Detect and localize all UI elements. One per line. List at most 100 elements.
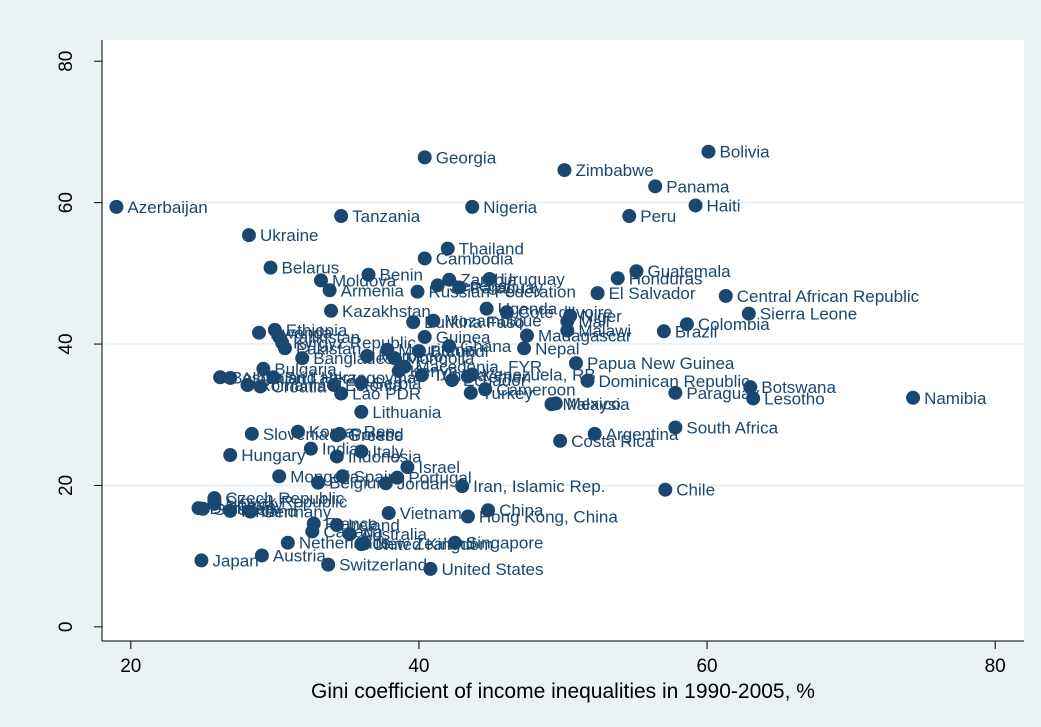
data-point [256, 361, 271, 376]
point-label: Colombia [698, 315, 770, 334]
point-label: Sierra Leone [760, 305, 857, 324]
data-point [460, 369, 475, 384]
point-label: Mongolia [405, 349, 475, 368]
point-label: Vietnam [400, 504, 462, 523]
data-point [334, 386, 349, 401]
point-label: Bangladesh [313, 349, 403, 368]
point-label: China [499, 501, 544, 520]
x-tick-label: 20 [120, 656, 141, 677]
point-label: Jordan [397, 474, 449, 493]
point-label: Belgium [329, 474, 390, 493]
data-point [334, 209, 349, 224]
data-point [381, 506, 396, 521]
data-point [109, 199, 124, 214]
data-point [442, 339, 457, 354]
data-point [342, 527, 357, 542]
data-point [277, 341, 292, 356]
point-label: Czech Republic [225, 489, 345, 508]
data-point [360, 349, 375, 364]
x-tick-label: 60 [696, 656, 717, 677]
point-label: Spain [354, 467, 397, 486]
point-label: Estonia [345, 376, 402, 395]
data-point [322, 283, 337, 298]
data-point [387, 351, 402, 366]
point-label: Costa Rica [571, 432, 655, 451]
point-label: Mali [578, 312, 609, 331]
point-label: Cote d'Ivoire [518, 303, 613, 322]
point-label: Serbia [372, 374, 422, 393]
data-point [254, 548, 269, 563]
point-label: Hungary [241, 446, 306, 465]
data-point [668, 385, 683, 400]
point-label: Austria [273, 546, 326, 565]
y-tick-label: 60 [56, 192, 77, 213]
point-label: Germany [261, 503, 331, 522]
data-point [378, 476, 393, 491]
data-point [223, 370, 238, 385]
data-point [701, 144, 716, 159]
point-label: Tunisia [433, 366, 488, 385]
data-point [329, 449, 344, 464]
point-label: Zambia [460, 271, 517, 290]
data-point [354, 375, 369, 390]
data-point [410, 284, 425, 299]
data-point [906, 390, 921, 405]
point-label: Sri Lanka [284, 368, 356, 387]
point-label: Israel [418, 458, 460, 477]
point-label: Canada [323, 522, 383, 541]
point-label: Bolivia [720, 143, 771, 162]
point-label: Turkey [482, 384, 534, 403]
data-point [463, 385, 478, 400]
data-point [479, 301, 494, 316]
point-label: Croatia [271, 377, 326, 396]
point-label: Romania [259, 376, 328, 395]
data-point [241, 228, 256, 243]
point-label: Burundi [430, 342, 489, 361]
data-point [455, 479, 470, 494]
point-label: Mongolia [290, 467, 360, 486]
data-point [290, 424, 305, 439]
point-label: Bosnia and Herzegovina [231, 368, 417, 387]
point-label: United States [441, 560, 543, 579]
data-point [553, 433, 568, 448]
point-label: Cambodia [436, 249, 514, 268]
data-point [423, 561, 438, 576]
data-point [272, 469, 287, 484]
point-label: Nigeria [483, 198, 537, 217]
point-label: Uruguay [501, 270, 566, 289]
y-tick-label: 0 [56, 622, 77, 633]
y-tick-label: 80 [56, 51, 77, 72]
point-label: Norway [225, 495, 283, 514]
data-point [440, 241, 455, 256]
data-point [560, 323, 575, 338]
data-point [390, 470, 405, 485]
point-label: Chile [676, 481, 715, 500]
data-point [460, 509, 475, 524]
data-point [194, 553, 209, 568]
point-label: Paraguay [686, 384, 759, 403]
data-point [303, 441, 318, 456]
point-label: Pakistan [296, 339, 361, 358]
point-label: Mexico [567, 394, 621, 413]
data-point [610, 271, 625, 286]
point-label: Niger [581, 307, 622, 326]
data-point [252, 325, 267, 340]
point-labels: Azerbaijan Georgia Bolivia Zimbabwe PanamaHa… [127, 143, 987, 579]
point-label: Australia [361, 525, 428, 544]
x-axis-title: Gini coefficient of income inequalities … [311, 680, 815, 703]
data-point [207, 496, 222, 511]
data-point [417, 150, 432, 165]
point-label: Slovak Republic [225, 493, 347, 512]
point-label: Dominican Republic [598, 372, 750, 391]
y-tick-label: 40 [56, 333, 77, 354]
data-point [741, 306, 756, 321]
data-point [243, 504, 258, 519]
data-point [335, 469, 350, 484]
data-point [743, 380, 758, 395]
point-label: Portugal [408, 469, 471, 488]
data-point [648, 179, 663, 194]
point-label: Ukraine [260, 226, 319, 245]
point-label: Mozambique [444, 312, 541, 331]
point-label: Sweden [214, 500, 275, 519]
